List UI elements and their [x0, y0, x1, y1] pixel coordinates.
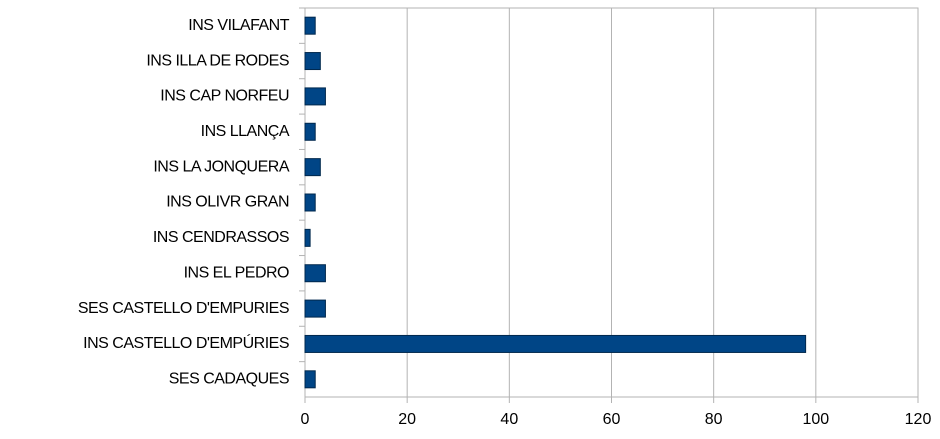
x-tick-label: 120 — [905, 411, 932, 428]
bar — [304, 16, 316, 35]
x-tick-label: 0 — [301, 411, 310, 428]
bar — [304, 370, 316, 389]
y-tick-label: INS LA JONQUERA — [153, 158, 289, 175]
y-tick-label: INS VILAFANT — [188, 17, 289, 34]
y-tick-label: INS LLANÇA — [201, 123, 290, 140]
bar — [304, 299, 326, 318]
y-tick-label: INS CASTELLO D'EMPÚRIES — [83, 333, 289, 352]
x-tick-label: 100 — [802, 411, 829, 428]
x-tick-label: 60 — [603, 411, 621, 428]
bar — [304, 334, 807, 353]
x-tick-label: 80 — [705, 411, 723, 428]
bar — [304, 228, 311, 247]
x-tick-label: 40 — [500, 411, 518, 428]
bar — [304, 193, 316, 212]
y-tick-label: INS ILLA DE RODES — [146, 52, 289, 69]
y-tick-label: INS CAP NORFEU — [160, 88, 289, 105]
y-tick-label: INS EL PEDRO — [184, 264, 289, 281]
bar — [304, 158, 321, 177]
bar — [304, 52, 321, 71]
y-tick-label: INS OLIVR GRAN — [166, 194, 289, 211]
bar — [304, 122, 316, 141]
y-tick-label: SES CADAQUES — [169, 371, 289, 388]
bar — [304, 264, 326, 283]
x-tick-label: 20 — [398, 411, 416, 428]
bar — [304, 87, 326, 106]
y-tick-label: SES CASTELLO D'EMPURIES — [78, 300, 289, 317]
y-tick-label: INS CENDRASSOS — [153, 229, 289, 246]
